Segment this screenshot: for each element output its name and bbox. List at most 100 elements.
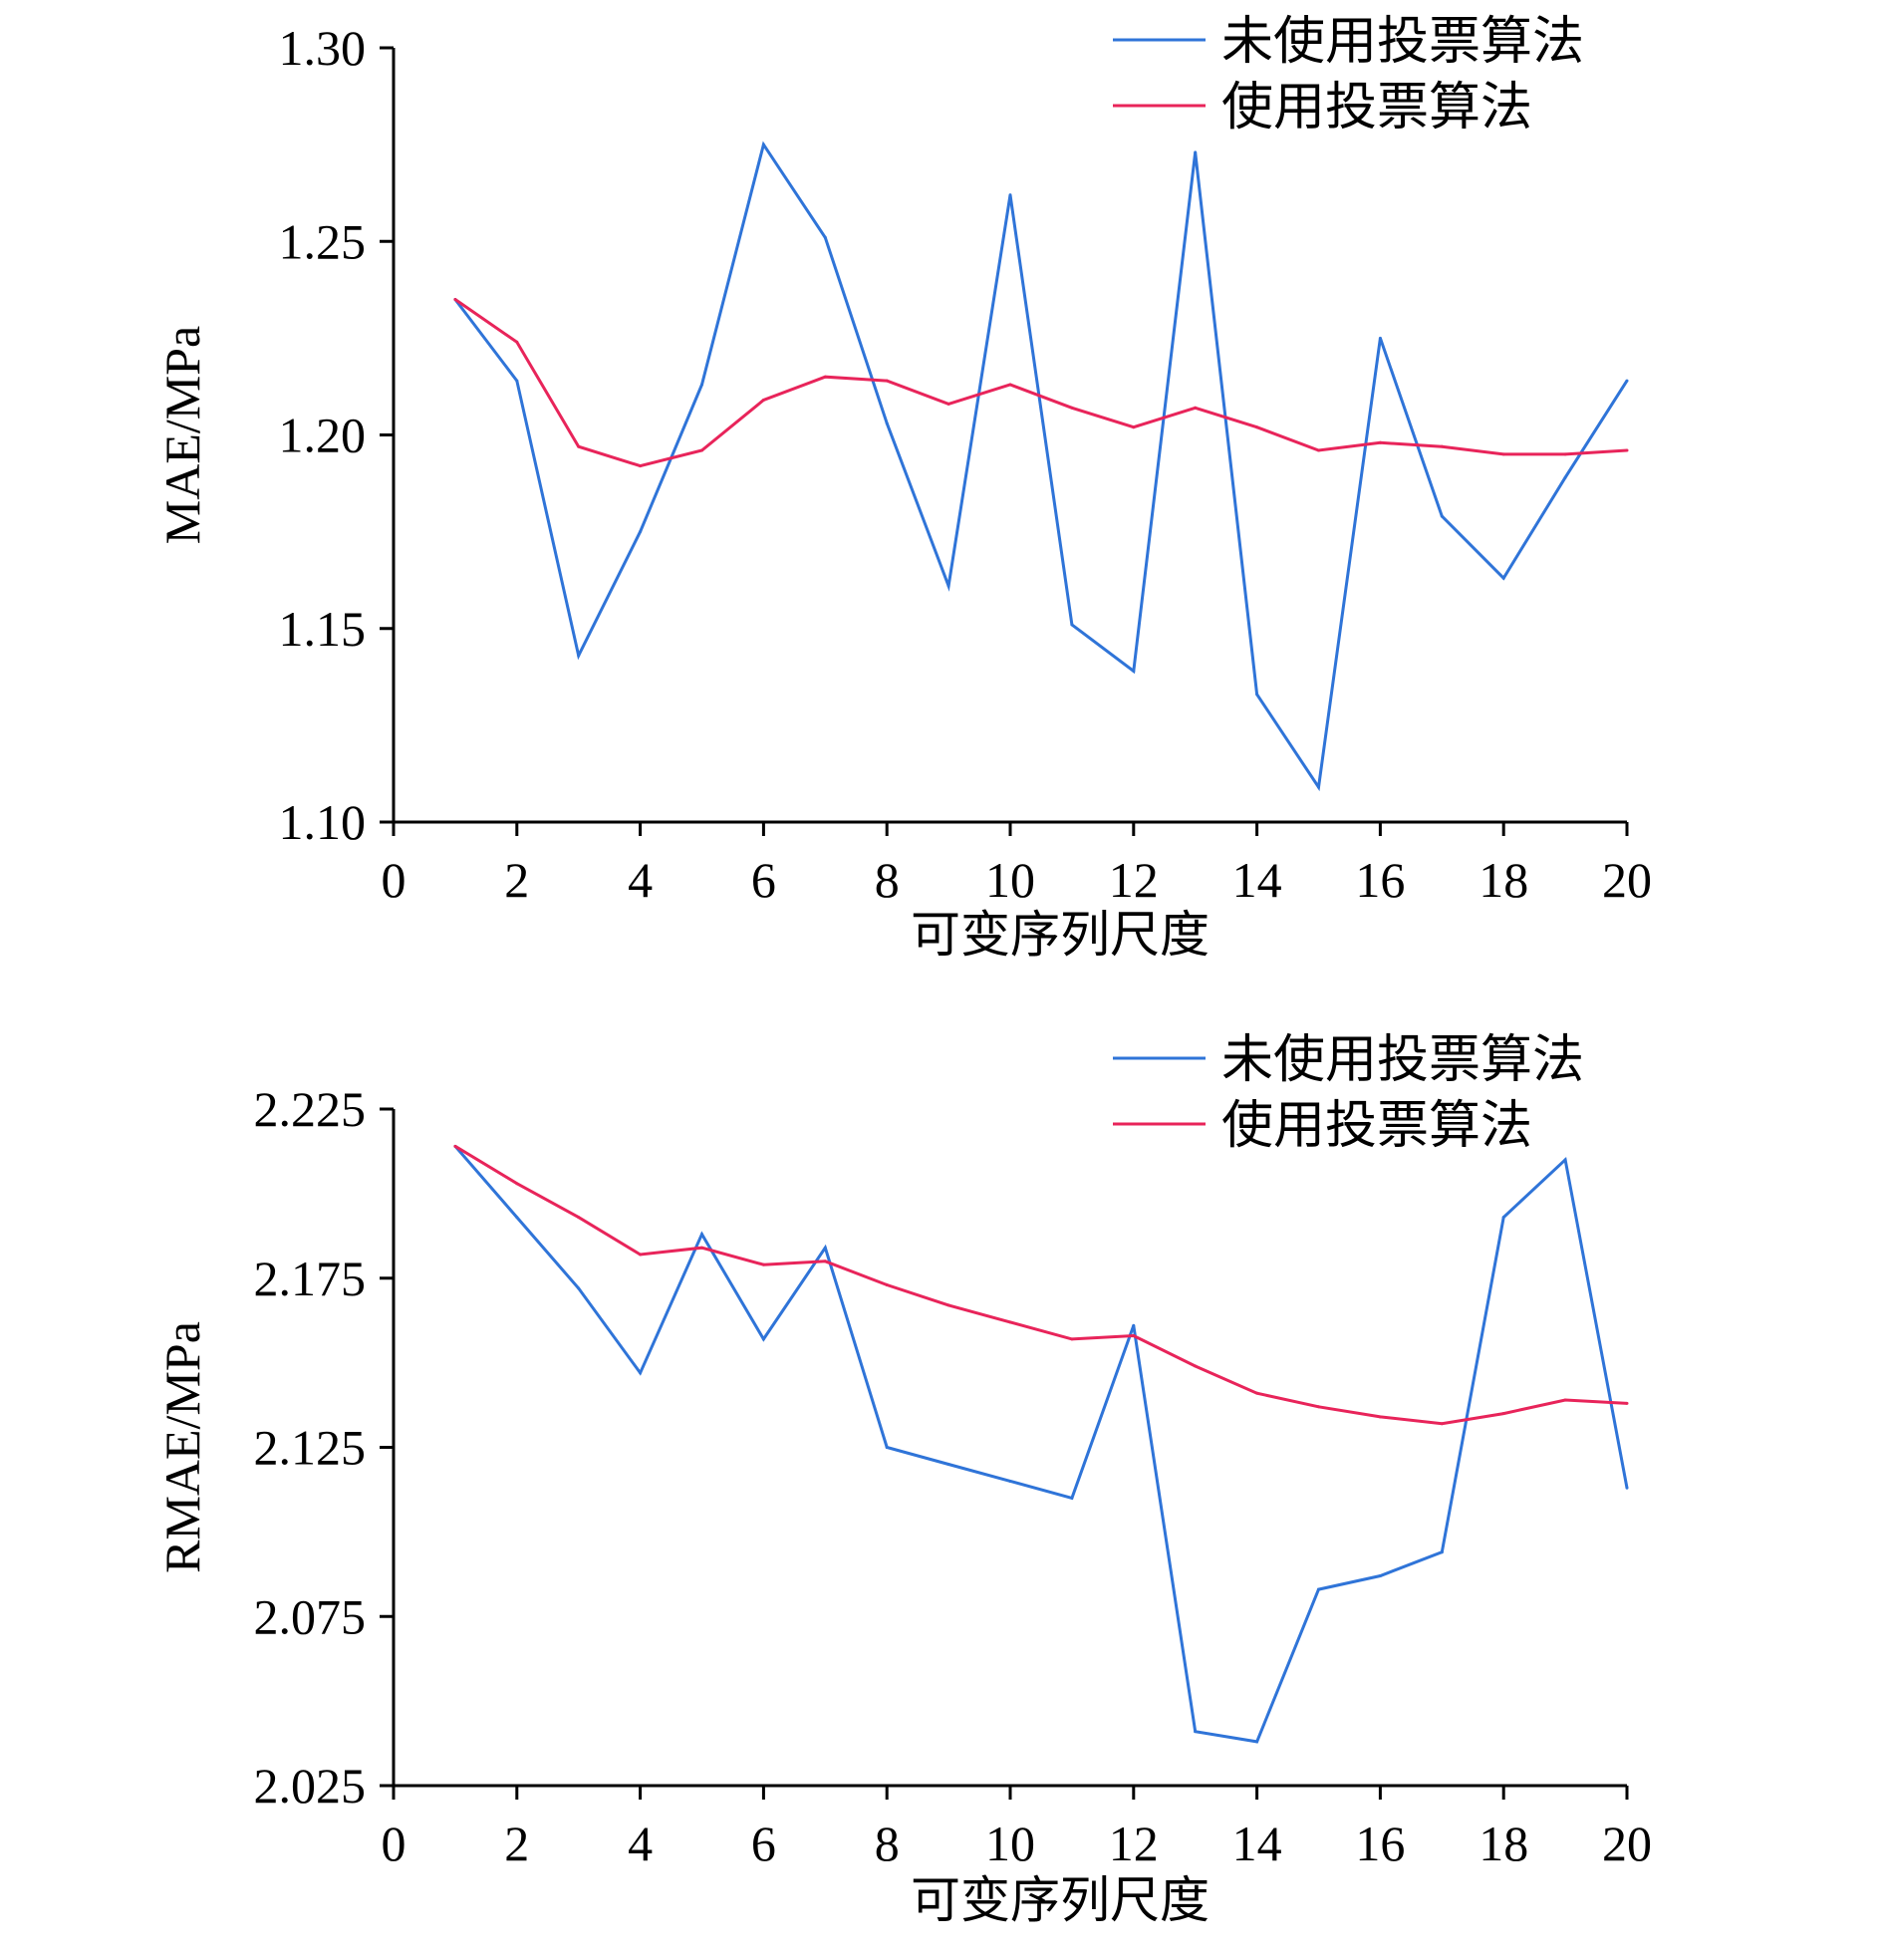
data-point [639, 464, 643, 468]
data-point [1563, 475, 1567, 479]
data-point [1070, 1337, 1074, 1341]
data-point [1501, 1412, 1505, 1416]
x-tick-label: 16 [1355, 852, 1405, 908]
x-tick-label: 20 [1602, 1816, 1652, 1871]
data-point [1132, 425, 1136, 429]
data-point [577, 1286, 581, 1290]
x-tick-label: 0 [382, 1816, 406, 1871]
data-point [1194, 150, 1198, 154]
data-point [1194, 406, 1198, 410]
x-tick-label: 2 [504, 1816, 529, 1871]
y-tick-label: 2.175 [254, 1251, 367, 1306]
data-point [1194, 1730, 1198, 1734]
data-point [1501, 576, 1505, 580]
data-point [946, 1462, 950, 1466]
y-tick-label: 1.10 [279, 794, 367, 850]
data-point [1194, 1364, 1198, 1368]
x-tick-label: 14 [1232, 852, 1282, 908]
x-tick-label: 10 [985, 1816, 1035, 1871]
data-point [1008, 193, 1012, 197]
data-point [1625, 379, 1629, 383]
data-point [1440, 1550, 1444, 1554]
data-point [823, 1246, 827, 1250]
legend-label-2: 使用投票算法 [1221, 1098, 1532, 1155]
x-tick-label: 2 [504, 852, 529, 908]
data-point [761, 1337, 765, 1341]
data-point [946, 584, 950, 588]
data-point [946, 1303, 950, 1307]
data-point [823, 235, 827, 239]
data-point [1317, 785, 1320, 789]
data-point [823, 1260, 827, 1263]
legend-label-2: 使用投票算法 [1221, 80, 1532, 137]
data-point [885, 1446, 889, 1449]
y-tick-label: 2.075 [254, 1588, 367, 1644]
x-axis-title: 可变序列尺度 [911, 907, 1210, 963]
data-point [1501, 1216, 1505, 1220]
x-tick-label: 18 [1479, 1816, 1528, 1871]
data-point [1070, 406, 1074, 410]
data-point [1008, 1479, 1012, 1483]
data-point [1625, 1401, 1629, 1405]
series-line-1 [453, 140, 1629, 792]
x-tick-label: 8 [875, 852, 900, 908]
y-tick-label: 2.225 [254, 1081, 367, 1137]
data-point [700, 1233, 703, 1237]
data-point [700, 383, 703, 387]
series-line-2 [454, 298, 1628, 468]
y-axis-title: MAE/MPa [154, 326, 210, 544]
data-point [1440, 514, 1444, 518]
x-tick-label: 6 [751, 852, 776, 908]
legend-label-1: 未使用投票算法 [1221, 14, 1584, 71]
data-point [1625, 448, 1629, 452]
data-point [885, 421, 889, 425]
x-tick-label: 0 [382, 852, 406, 908]
data-point [515, 1216, 519, 1220]
data-point [1132, 1333, 1136, 1337]
data-point [1008, 383, 1012, 387]
x-tick-label: 16 [1355, 1816, 1405, 1871]
data-point [1070, 623, 1074, 627]
data-point [1255, 1391, 1259, 1395]
x-tick-label: 20 [1602, 852, 1652, 908]
data-point [1563, 452, 1567, 456]
data-point [515, 340, 519, 344]
x-tick-label: 6 [751, 1816, 776, 1871]
data-point [639, 1253, 643, 1257]
y-tick-label: 2.125 [254, 1420, 367, 1476]
data-point [1008, 1320, 1012, 1324]
data-point [1440, 444, 1444, 448]
x-tick-label: 18 [1479, 852, 1528, 908]
series-line-2 [454, 1145, 1628, 1426]
data-point [1070, 1496, 1074, 1500]
data-point [1255, 425, 1259, 429]
data-point [700, 448, 703, 452]
data-point [577, 654, 581, 658]
data-point [1563, 1158, 1567, 1162]
x-tick-label: 10 [985, 852, 1035, 908]
data-point [1317, 1587, 1320, 1591]
data-point [1440, 1422, 1444, 1426]
data-point [577, 1216, 581, 1220]
y-tick-label: 1.20 [279, 408, 367, 463]
x-tick-label: 12 [1109, 1816, 1159, 1871]
data-point [885, 1283, 889, 1287]
y-tick-label: 1.15 [279, 601, 367, 657]
y-axis-title: RMAE/MPa [154, 1321, 210, 1573]
x-tick-label: 4 [628, 852, 653, 908]
data-point [639, 1371, 643, 1375]
x-tick-label: 12 [1109, 852, 1159, 908]
data-point [885, 379, 889, 383]
data-point [1378, 1415, 1382, 1419]
x-tick-label: 14 [1232, 1816, 1282, 1871]
data-point [1255, 1740, 1259, 1744]
data-point [1132, 669, 1136, 673]
data-point [1317, 448, 1320, 452]
data-point [1563, 1398, 1567, 1402]
data-point [823, 375, 827, 379]
data-point [1501, 452, 1505, 456]
data-point [1378, 1574, 1382, 1578]
data-point [700, 1246, 703, 1250]
chart-2: 2.025 2.075 2.125 2.175 2.225 0 2 4 6 8 10 12 14 16 18… [154, 1032, 1652, 1928]
